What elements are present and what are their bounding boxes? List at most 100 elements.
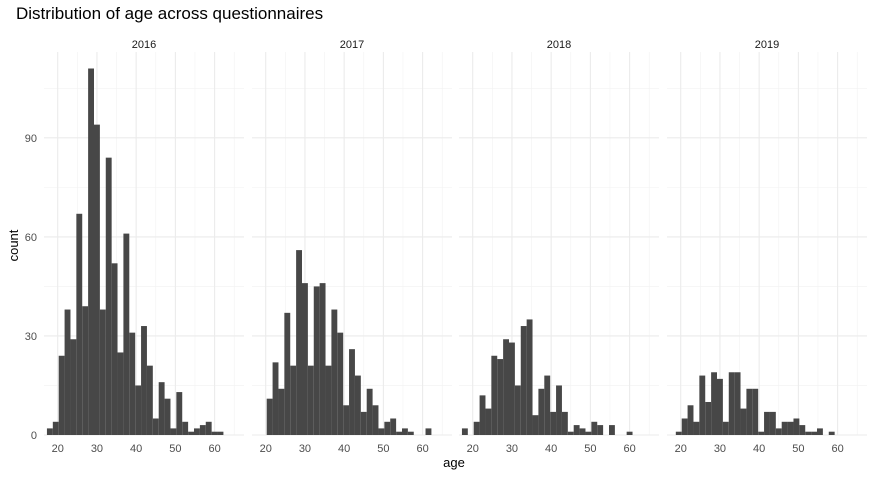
- histogram-bar: [550, 411, 557, 435]
- x-tick-label: 40: [545, 443, 557, 455]
- histogram-bar: [307, 365, 314, 435]
- histogram-bar: [711, 372, 717, 435]
- histogram-bar: [717, 378, 723, 435]
- x-tick-label: 30: [299, 443, 311, 455]
- histogram-bar: [378, 428, 385, 435]
- histogram-bar: [769, 411, 776, 435]
- histogram-bar: [176, 392, 183, 435]
- histogram-bar: [52, 421, 59, 435]
- histogram-bar: [775, 428, 782, 435]
- histogram-bar: [597, 425, 604, 435]
- histogram-bar: [402, 428, 408, 435]
- histogram-bar: [805, 431, 812, 435]
- x-tick-label: 30: [506, 443, 518, 455]
- facet-label-2018: 2018: [547, 39, 571, 51]
- histogram-bar: [331, 309, 338, 435]
- histogram-bar: [313, 286, 320, 435]
- y-tick-label: 90: [25, 133, 37, 145]
- x-tick-label: 50: [169, 443, 181, 455]
- histogram-bar: [70, 339, 77, 435]
- histogram-bar: [681, 418, 688, 435]
- histogram-bar: [520, 326, 527, 435]
- histogram-bar: [272, 362, 279, 435]
- histogram-bar: [123, 233, 130, 435]
- histogram-bar: [561, 411, 568, 435]
- histogram-bar: [152, 418, 159, 435]
- x-tick-label: 60: [623, 443, 635, 455]
- histogram-bar: [360, 411, 367, 435]
- histogram-bar: [199, 425, 206, 435]
- x-tick-label: 60: [208, 443, 220, 455]
- histogram-bar: [509, 342, 515, 435]
- facet-label-2019: 2019: [755, 39, 779, 51]
- histogram-bar: [538, 388, 545, 435]
- histogram-bar: [497, 359, 504, 435]
- histogram-bar: [787, 421, 794, 435]
- histogram-bar: [609, 425, 615, 435]
- histogram-bar: [479, 395, 486, 435]
- histogram-bar: [828, 431, 835, 435]
- histogram-bar: [278, 388, 285, 435]
- x-tick-label: 20: [260, 443, 272, 455]
- histogram-bar: [461, 428, 468, 435]
- histogram-bar: [64, 309, 71, 435]
- histogram-bar: [705, 401, 712, 435]
- histogram-bar: [799, 425, 806, 435]
- histogram-bar: [302, 283, 308, 435]
- histogram-bar: [573, 425, 580, 435]
- histogram-bar: [284, 312, 291, 435]
- histogram-bar: [349, 349, 355, 435]
- histogram-bar: [811, 431, 817, 435]
- histogram-bar: [693, 421, 700, 435]
- histogram-bar: [343, 405, 350, 435]
- histogram-bar: [266, 398, 273, 435]
- x-tick-label: 40: [130, 443, 142, 455]
- histogram-bar: [135, 385, 142, 435]
- x-tick-label: 60: [831, 443, 843, 455]
- histogram-bar: [722, 421, 729, 435]
- histogram-bar: [491, 355, 498, 435]
- histogram-bar: [567, 431, 574, 435]
- histogram-bar: [325, 365, 332, 435]
- histogram-bar: [544, 375, 551, 435]
- histogram-bar: [390, 418, 397, 435]
- histogram-bar: [164, 398, 171, 435]
- x-tick-label: 20: [467, 443, 479, 455]
- histogram-bar: [425, 428, 432, 435]
- histogram-bar: [626, 431, 633, 435]
- histogram-bar: [699, 375, 706, 435]
- histogram-bar: [188, 431, 194, 435]
- histogram-bar: [76, 213, 83, 435]
- histogram-bar: [728, 372, 735, 435]
- histogram-bar: [781, 421, 788, 435]
- x-axis-title: age: [443, 455, 465, 470]
- y-tick-label: 0: [31, 430, 37, 442]
- histogram-bar: [146, 365, 153, 435]
- y-tick-label: 30: [25, 331, 37, 343]
- x-tick-label: 20: [52, 443, 64, 455]
- x-tick-label: 50: [584, 443, 596, 455]
- histogram-bar: [758, 431, 765, 435]
- histogram-bar: [675, 431, 682, 435]
- y-axis-title: count: [6, 229, 21, 261]
- histogram-bar: [366, 388, 373, 435]
- histogram-bar: [337, 332, 344, 435]
- x-tick-label: 50: [377, 443, 389, 455]
- histogram-bar: [579, 428, 586, 435]
- facet-label-2017: 2017: [340, 39, 364, 51]
- histogram-bar: [88, 68, 94, 436]
- histogram-bar: [354, 375, 361, 435]
- facet-label-2016: 2016: [132, 39, 156, 51]
- histogram-bar: [94, 124, 100, 435]
- histogram-bar: [111, 263, 118, 435]
- histogram-bar: [129, 332, 136, 435]
- histogram-bar: [556, 385, 562, 435]
- x-tick-label: 50: [792, 443, 804, 455]
- x-tick-label: 20: [675, 443, 687, 455]
- histogram-bar: [46, 428, 53, 435]
- y-tick-label: 60: [25, 232, 37, 244]
- chart-title: Distribution of age across questionnaire…: [16, 4, 324, 23]
- histogram-bar: [211, 431, 218, 435]
- histogram-bar: [585, 431, 592, 435]
- histogram-bar: [82, 306, 89, 435]
